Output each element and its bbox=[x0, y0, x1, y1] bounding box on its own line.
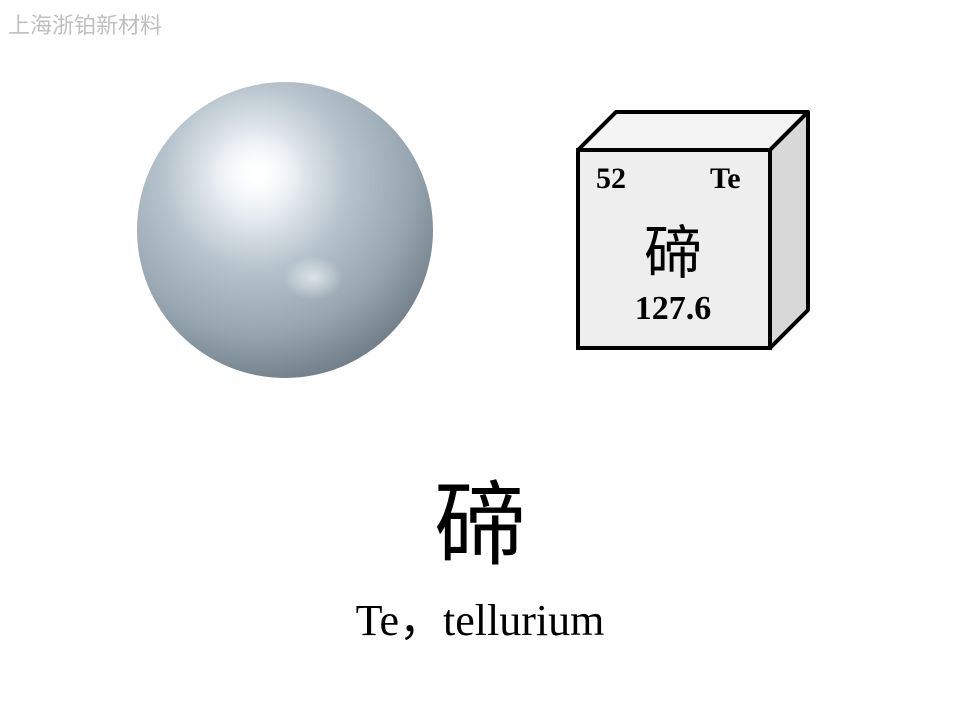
element-symbol: Te bbox=[710, 162, 741, 196]
label-block: 碲 Te，tellurium bbox=[0, 480, 960, 648]
subtitle-line: Te，tellurium bbox=[0, 584, 960, 648]
atomic-mass: 127.6 bbox=[540, 290, 806, 328]
sphere-graphic bbox=[135, 80, 435, 380]
sphere-svg bbox=[135, 80, 435, 380]
big-chinese-char: 碲 bbox=[0, 480, 960, 572]
element-chinese-name: 碲 bbox=[540, 206, 806, 290]
watermark-text: 上海浙铂新材料 bbox=[8, 8, 162, 40]
atomic-number: 52 bbox=[596, 162, 626, 196]
top-row: 52 Te 碲 127.6 bbox=[0, 70, 960, 410]
element-cube: 52 Te 碲 127.6 bbox=[540, 100, 830, 370]
